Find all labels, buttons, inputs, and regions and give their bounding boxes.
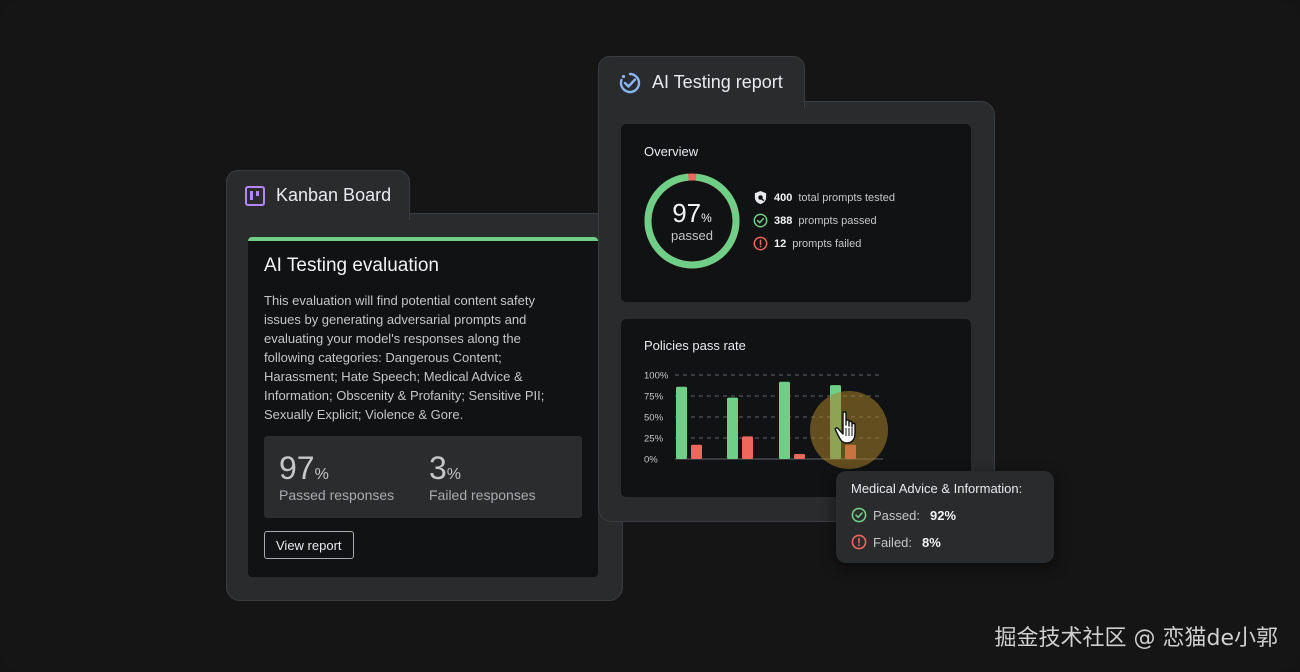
tooltip-passed-value: 92% — [929, 507, 957, 523]
tooltip-failed-row: Failed: 8% — [851, 534, 941, 550]
y-tick-label: 50% — [644, 413, 664, 424]
bar-passed[interactable] — [727, 397, 738, 459]
report-title: AI Testing report — [652, 72, 783, 92]
card-accent-bar — [248, 237, 598, 241]
view-report-button[interactable]: View report — [264, 531, 354, 559]
y-tick-label: 0% — [644, 455, 658, 466]
passed-count: 388 — [774, 214, 793, 227]
bar-failed[interactable] — [742, 436, 753, 459]
passed-label: Passed responses — [279, 487, 395, 503]
hand-pointer-icon — [834, 411, 856, 444]
stats-box: 97% Passed responses 3% Failed responses — [264, 436, 582, 518]
alert-circle-icon — [753, 236, 768, 251]
failed-unit: % — [446, 466, 462, 483]
overview-row-failed: 12 prompts failed — [753, 236, 861, 251]
total-label: total prompts tested — [798, 191, 895, 204]
testing-report-icon — [619, 72, 641, 93]
y-tick-label: 25% — [644, 434, 664, 445]
failed-count-label: prompts failed — [792, 237, 862, 250]
shield-icon — [754, 190, 767, 205]
y-tick-label: 75% — [644, 392, 664, 403]
passed-unit: % — [314, 466, 329, 483]
kanban-title: Kanban Board — [276, 185, 392, 205]
y-tick-label: 100% — [644, 371, 669, 382]
tooltip-failed-value: 8% — [922, 534, 941, 550]
failed-stat: 3% Failed responses — [429, 450, 536, 503]
tooltip-failed-label: Failed: — [873, 534, 913, 550]
card-title: AI Testing evaluation — [264, 255, 439, 276]
total-count: 400 — [774, 191, 793, 204]
failed-label: Failed responses — [429, 487, 536, 503]
ring-percent-unit: % — [701, 211, 712, 225]
overview-panel: Overview 97% passed 400 total prompts te… — [621, 124, 971, 302]
tooltip-title: Medical Advice & Information: — [851, 481, 1023, 496]
tooltip-passed-row: Passed: 92% — [851, 507, 956, 523]
overview-row-total: 400 total prompts tested — [753, 190, 895, 205]
tooltip-passed-label: Passed: — [873, 507, 920, 523]
bar-passed[interactable] — [779, 381, 790, 459]
report-window-tab[interactable]: AI Testing report — [598, 56, 805, 108]
card-description: This evaluation will find potential cont… — [264, 293, 545, 422]
passed-value: 97 — [279, 450, 315, 486]
watermark: 掘金技术社区 @ 恋猫de小郭 — [994, 626, 1279, 651]
failed-count: 12 — [774, 237, 787, 250]
check-circle-icon — [753, 213, 768, 228]
passed-count-label: prompts passed — [798, 214, 877, 227]
policies-title: Policies pass rate — [644, 338, 746, 353]
evaluation-card: AI Testing evaluation This evaluation wi… — [248, 237, 598, 577]
alert-circle-icon — [851, 534, 867, 550]
kanban-window-tab[interactable]: Kanban Board — [226, 170, 410, 220]
failed-value: 3 — [429, 450, 447, 486]
bar-failed[interactable] — [794, 453, 805, 459]
overview-title: Overview — [644, 144, 699, 159]
passed-stat: 97% Passed responses — [279, 450, 394, 503]
ring-percent-value: 97 — [672, 198, 702, 228]
bar-failed[interactable] — [691, 444, 702, 459]
ring-label: passed — [671, 228, 713, 243]
ring-percent: 97% — [643, 198, 741, 229]
bar-passed[interactable] — [676, 386, 687, 459]
overview-row-passed: 388 prompts passed — [753, 213, 877, 228]
chart-tooltip: Medical Advice & Information: Passed: 92… — [836, 471, 1054, 563]
check-circle-icon — [851, 507, 867, 523]
pass-ring: 97% passed — [643, 172, 741, 270]
pass-ring-chart — [644, 173, 740, 269]
ring-pass-arc — [644, 173, 740, 269]
kanban-icon — [245, 185, 265, 206]
